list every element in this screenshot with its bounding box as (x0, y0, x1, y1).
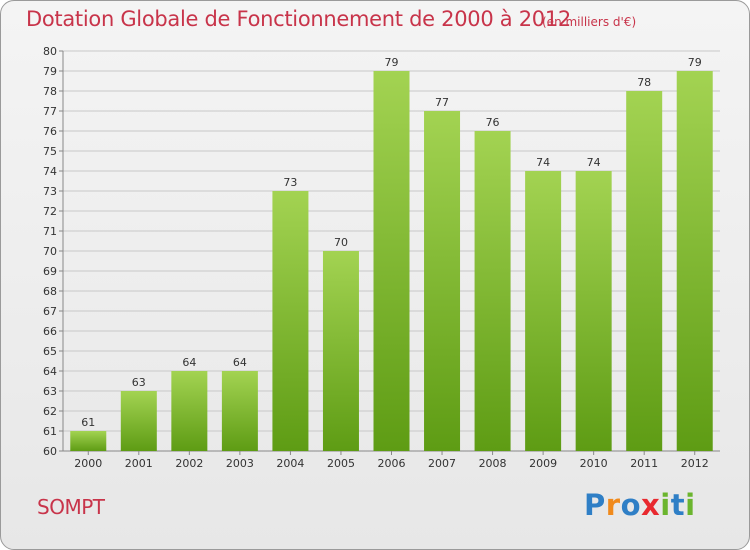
y-tick-label: 79 (43, 65, 57, 78)
chart-subtitle: (en milliers d'€) (542, 15, 637, 29)
x-tick-label: 2010 (580, 457, 608, 470)
bar (373, 71, 410, 451)
x-tick-label: 2000 (74, 457, 102, 470)
y-tick-label: 65 (43, 345, 57, 358)
data-label: 78 (637, 76, 651, 89)
y-tick-label: 77 (43, 105, 57, 118)
y-tick-label: 61 (43, 425, 57, 438)
x-tick-label: 2009 (529, 457, 557, 470)
bar (474, 131, 511, 451)
y-tick-label: 67 (43, 305, 57, 318)
data-label: 76 (486, 116, 500, 129)
proxiti-logo: Proxiti (584, 488, 696, 522)
y-tick-label: 75 (43, 145, 57, 158)
chart-title: Dotation Globale de Fonctionnement de 20… (26, 7, 571, 31)
bar (575, 171, 612, 451)
x-tick-label: 2011 (630, 457, 658, 470)
data-label: 64 (233, 356, 247, 369)
x-tick-label: 2001 (125, 457, 153, 470)
x-tick-label: 2002 (175, 457, 203, 470)
y-tick-label: 69 (43, 265, 57, 278)
bar (120, 391, 157, 451)
x-tick-label: 2003 (226, 457, 254, 470)
y-tick-label: 74 (43, 165, 57, 178)
x-tick-label: 2004 (276, 457, 304, 470)
bar (424, 111, 461, 451)
bar (70, 431, 107, 451)
x-tick-label: 2005 (327, 457, 355, 470)
y-tick-label: 66 (43, 325, 57, 338)
bar (272, 191, 309, 451)
data-label: 64 (182, 356, 196, 369)
y-tick-label: 73 (43, 185, 57, 198)
commune-name: SOMPT (37, 495, 105, 519)
x-tick-label: 2012 (681, 457, 709, 470)
data-label: 74 (536, 156, 550, 169)
x-tick-label: 2007 (428, 457, 456, 470)
bar (221, 371, 258, 451)
y-tick-label: 71 (43, 225, 57, 238)
data-label: 61 (81, 416, 95, 429)
y-tick-label: 70 (43, 245, 57, 258)
bars (70, 71, 713, 451)
bar (171, 371, 208, 451)
y-tick-label: 62 (43, 405, 57, 418)
labels: 60 61 62 63 64 65 66 67 68 69 70 71 72 73 74 75 76 77 78 79… (43, 45, 709, 470)
data-label: 77 (435, 96, 449, 109)
bar (322, 251, 359, 451)
y-tick-label: 64 (43, 365, 57, 378)
data-label: 63 (132, 376, 146, 389)
data-label: 79 (688, 56, 702, 69)
y-tick-label: 68 (43, 285, 57, 298)
x-tick-label: 2006 (378, 457, 406, 470)
bar (626, 91, 663, 451)
y-tick-label: 80 (43, 45, 57, 58)
data-label: 79 (385, 56, 399, 69)
y-tick-label: 78 (43, 85, 57, 98)
y-tick-label: 63 (43, 385, 57, 398)
x-tick-label: 2008 (479, 457, 507, 470)
bar (676, 71, 713, 451)
data-label: 74 (587, 156, 601, 169)
y-tick-label: 72 (43, 205, 57, 218)
bar (525, 171, 562, 451)
y-tick-label: 76 (43, 125, 57, 138)
data-label: 70 (334, 236, 348, 249)
y-tick-label: 60 (43, 445, 57, 458)
data-label: 73 (283, 176, 297, 189)
